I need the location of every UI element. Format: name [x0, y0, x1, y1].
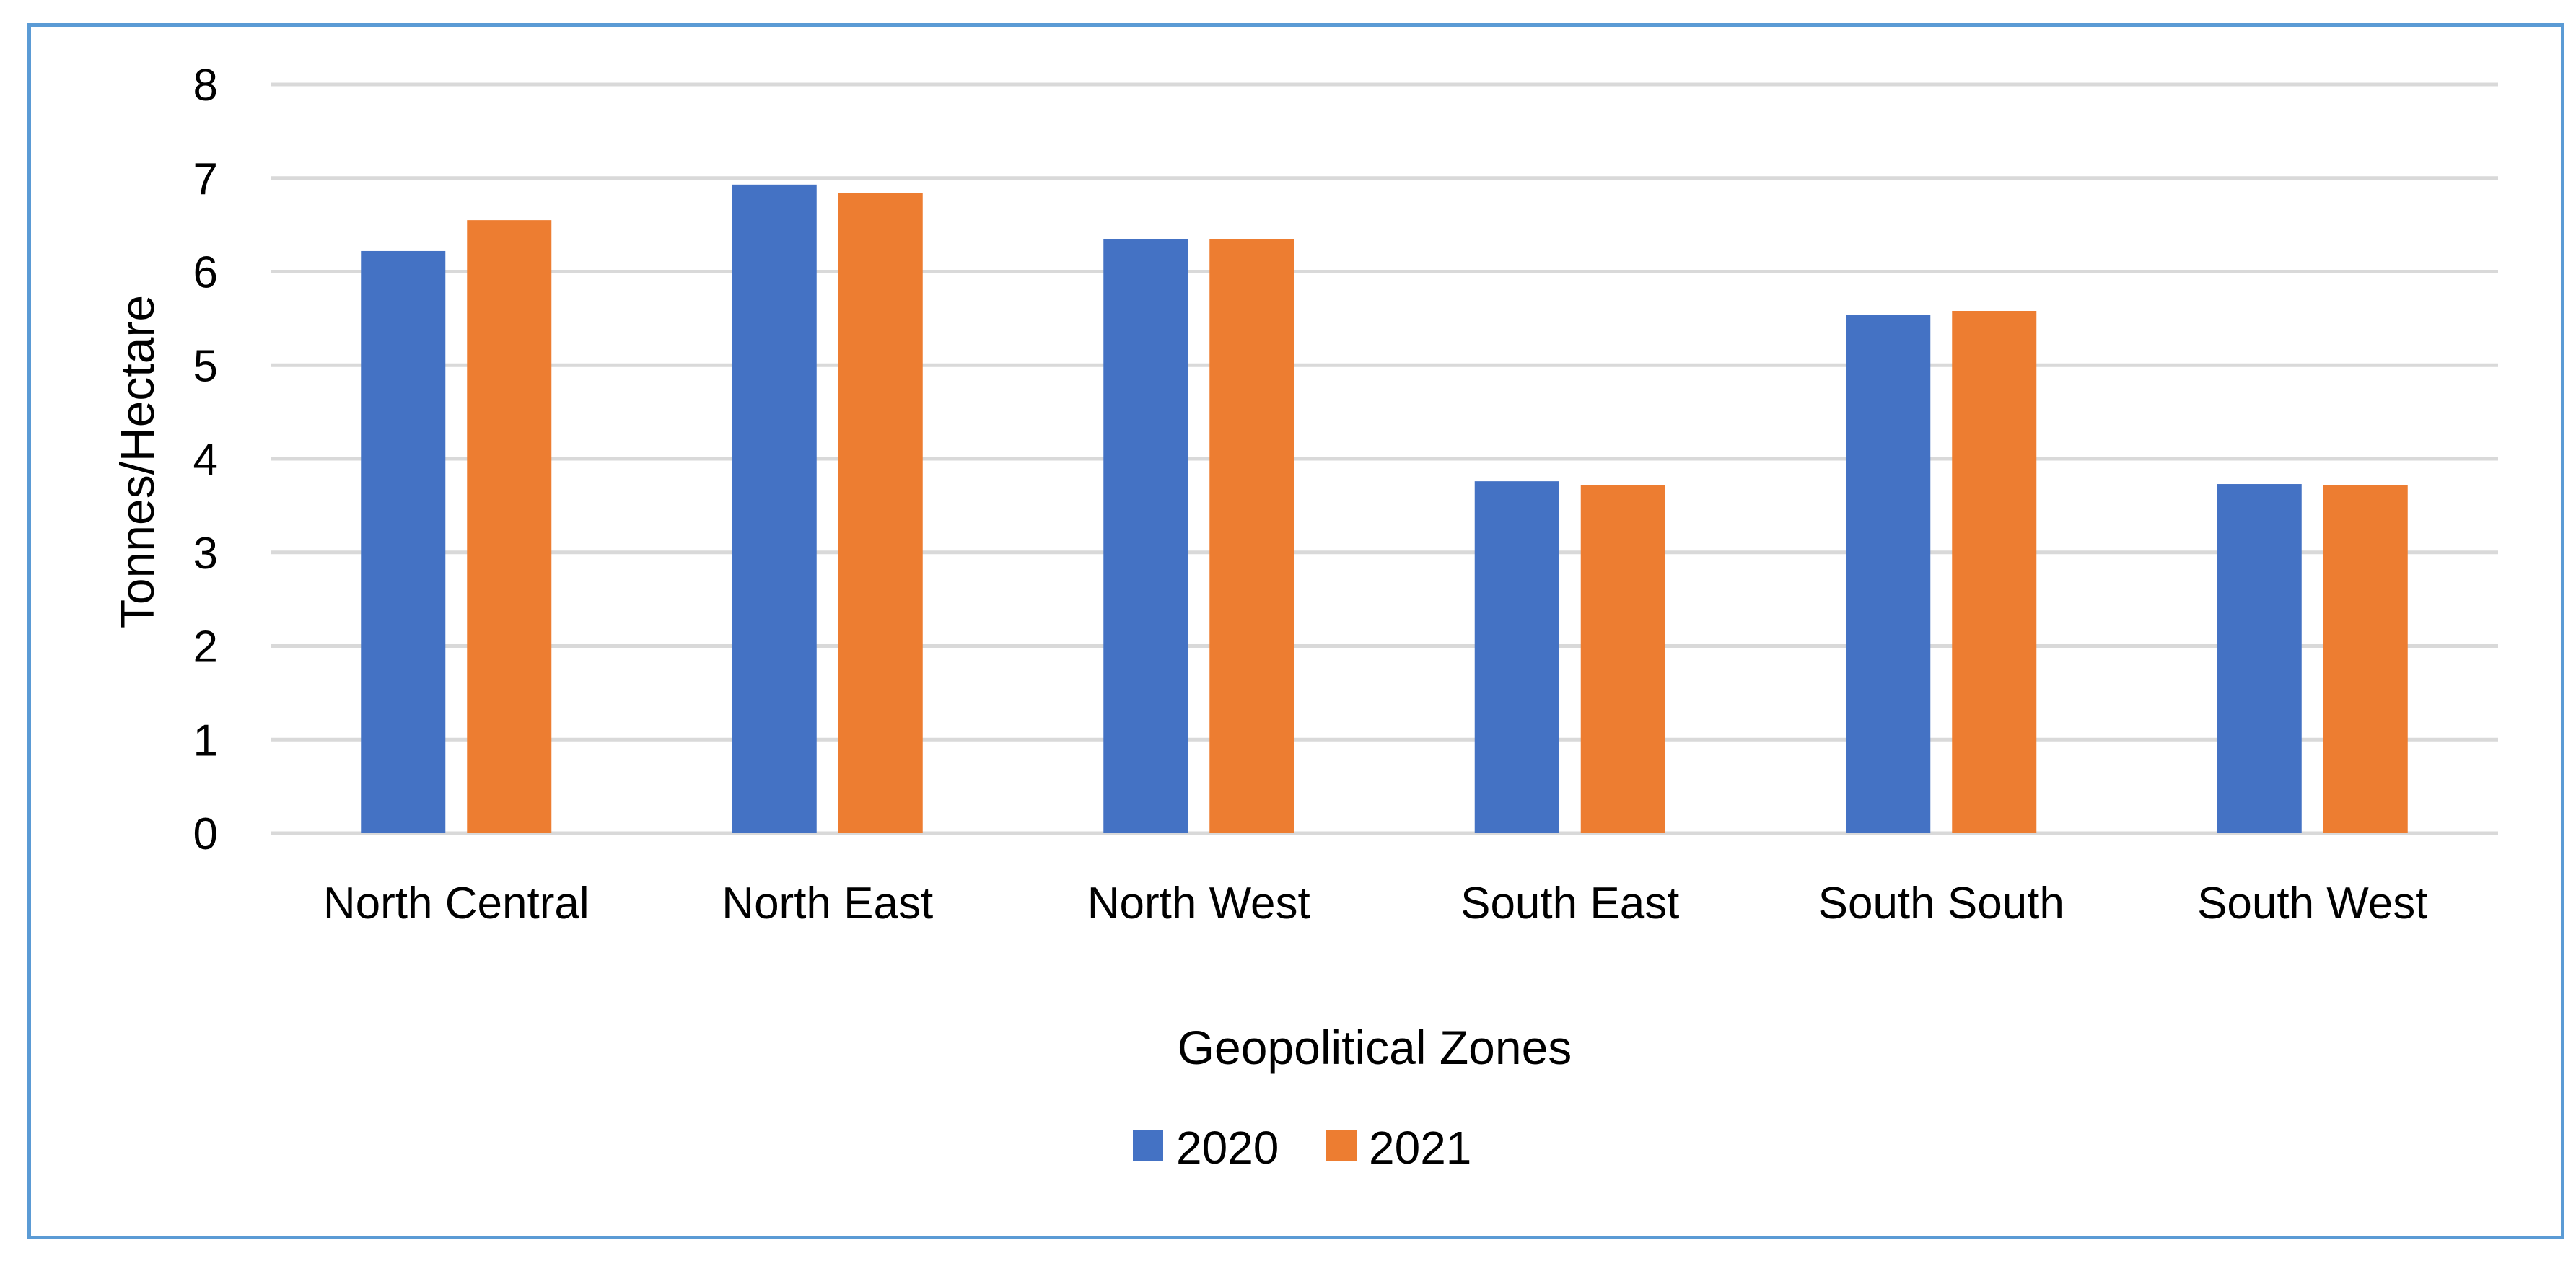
bar-north-west-2020	[1103, 239, 1188, 833]
bars	[361, 184, 2408, 834]
y-tick-label: 6	[193, 248, 218, 298]
bar-north-west-2021	[1209, 239, 1294, 833]
legend-swatch-2021	[1326, 1130, 1357, 1161]
y-axis-ticks: 0 1 2 3 4 5 6 7 8	[193, 61, 218, 859]
x-category-label: North East	[722, 879, 933, 928]
y-tick-label: 4	[193, 435, 218, 485]
bar-south-east-2020	[1474, 481, 1559, 833]
legend-swatch-2020	[1133, 1130, 1163, 1161]
x-category-label: North Central	[323, 879, 590, 928]
x-category-label: South South	[1818, 879, 2064, 928]
y-tick-label: 3	[193, 529, 218, 579]
y-tick-label: 2	[193, 623, 218, 672]
bar-north-central-2021	[467, 220, 552, 833]
legend-label-2020: 2020	[1176, 1122, 1279, 1174]
legend-label-2021: 2021	[1369, 1122, 1471, 1174]
x-category-label: South East	[1460, 879, 1679, 928]
chart-frame	[27, 23, 2564, 1239]
y-tick-label: 8	[193, 61, 218, 110]
y-tick-label: 7	[193, 154, 218, 204]
y-tick-label: 0	[193, 809, 218, 859]
bar-south-west-2021	[2323, 485, 2408, 833]
y-tick-label: 1	[193, 716, 218, 765]
legend: 2020 2021	[1133, 1122, 1471, 1174]
bar-north-central-2020	[361, 250, 446, 834]
x-axis-title: Geopolitical Zones	[1178, 1021, 1572, 1074]
bar-south-east-2021	[1580, 485, 1665, 833]
x-category-label: North West	[1087, 879, 1310, 928]
x-axis-category-labels: North Central North East North West South E…	[323, 879, 2428, 928]
bar-north-east-2021	[838, 193, 923, 833]
gridlines	[271, 82, 2498, 835]
bar-south-south-2021	[1952, 310, 2037, 833]
x-category-label: South West	[2197, 879, 2427, 928]
y-tick-label: 5	[193, 341, 218, 391]
bar-south-west-2020	[2217, 484, 2302, 833]
y-axis-title: Tonnes/Hectare	[110, 295, 164, 628]
bar-south-south-2020	[1846, 315, 1931, 833]
bar-north-east-2020	[732, 184, 817, 833]
